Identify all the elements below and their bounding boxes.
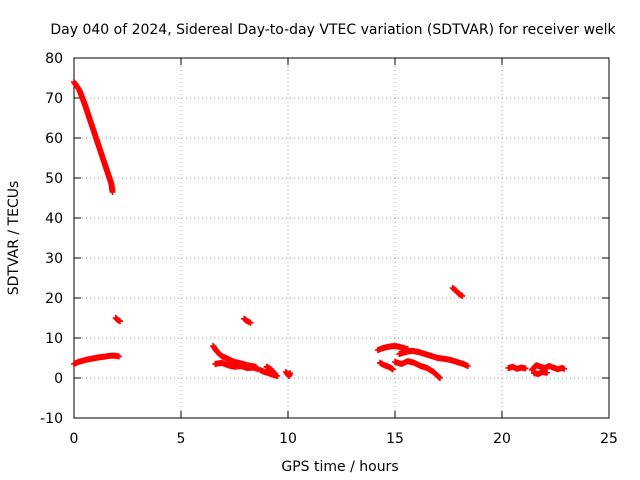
- x-tick-label: 10: [279, 431, 297, 447]
- y-axis-label: SDTVAR / TECUs: [6, 181, 22, 296]
- y-tick-label: 50: [45, 171, 63, 187]
- y-tick-label: 10: [45, 331, 63, 347]
- data-point: [436, 375, 443, 381]
- data-point: [561, 365, 568, 372]
- x-tick-label: 25: [600, 431, 618, 447]
- y-tick-label: 30: [45, 251, 63, 267]
- x-tick-label: 15: [386, 431, 404, 447]
- y-tick-label: 80: [45, 51, 63, 67]
- axis-ticks: -10 0 10 20 30 40 50 60 70 80 0 5 10 15 20 25: [40, 51, 618, 447]
- data-point: [247, 319, 254, 326]
- data-points: [71, 79, 568, 381]
- x-tick-label: 5: [177, 431, 186, 447]
- data-point: [522, 365, 529, 372]
- data-point: [543, 369, 550, 376]
- data-point: [389, 366, 396, 373]
- data-point: [272, 371, 279, 377]
- y-tick-label: -10: [40, 411, 63, 427]
- plot-frame: [73, 57, 610, 419]
- chart-title: Day 040 of 2024, Sidereal Day-to-day VTE…: [50, 22, 616, 38]
- x-tick-label: 20: [493, 431, 511, 447]
- x-axis-label: GPS time / hours: [281, 459, 398, 475]
- y-tick-label: 40: [45, 211, 63, 227]
- data-point: [115, 353, 122, 360]
- y-tick-label: 60: [45, 131, 63, 147]
- data-point: [117, 318, 124, 325]
- y-tick-label: 0: [54, 371, 63, 387]
- gridlines: [74, 58, 609, 418]
- data-point: [459, 293, 466, 299]
- data-point: [286, 373, 293, 379]
- x-tick-label: 0: [70, 431, 79, 447]
- data-point: [464, 363, 471, 369]
- y-tick-label: 70: [45, 91, 63, 107]
- data-point: [109, 189, 116, 195]
- y-tick-label: 20: [45, 291, 63, 307]
